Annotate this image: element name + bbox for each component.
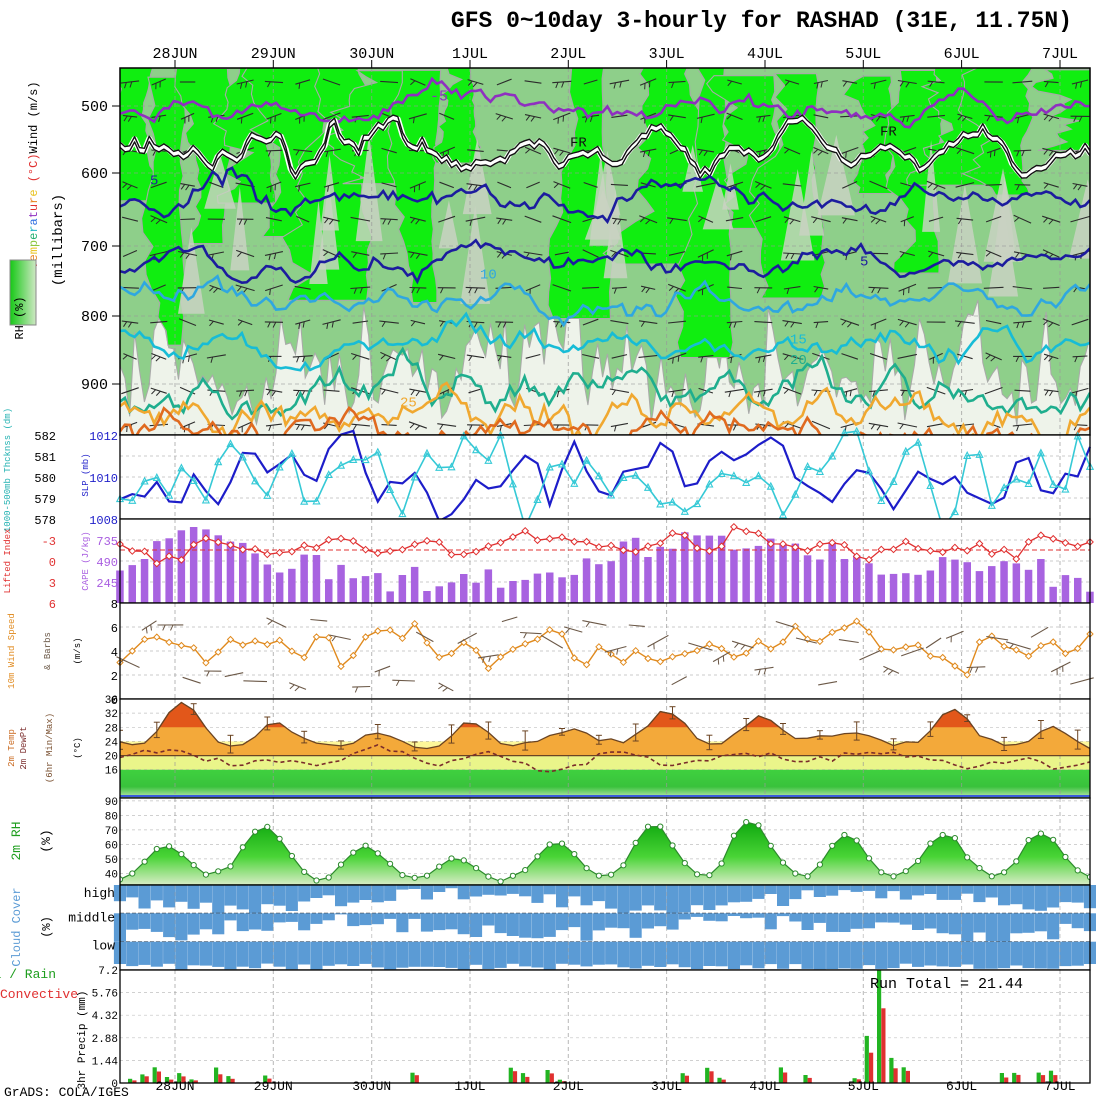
svg-text:5.76: 5.76 xyxy=(92,989,118,1001)
svg-text:2.88: 2.88 xyxy=(92,1034,118,1046)
svg-text:6: 6 xyxy=(111,622,118,636)
svg-text:-3: -3 xyxy=(42,535,56,549)
svg-text:5JUL: 5JUL xyxy=(848,1079,879,1094)
svg-text:5: 5 xyxy=(150,173,158,189)
svg-text:3hr Precip (mm): 3hr Precip (mm) xyxy=(77,990,89,1089)
svg-text:490: 490 xyxy=(96,556,118,570)
svg-text:580: 580 xyxy=(34,472,56,486)
svg-text:20: 20 xyxy=(790,353,807,369)
svg-text:8: 8 xyxy=(111,598,118,612)
svg-text:& Barbs: & Barbs xyxy=(43,632,53,670)
svg-text:high: high xyxy=(84,886,115,901)
svg-text:3: 3 xyxy=(49,577,56,591)
svg-text:(°C): (°C) xyxy=(73,737,83,759)
svg-text:32: 32 xyxy=(105,709,118,721)
svg-text:1.44: 1.44 xyxy=(92,1056,119,1068)
svg-text:2m DewPt: 2m DewPt xyxy=(19,726,29,769)
svg-text:CAPE (J/kg): CAPE (J/kg) xyxy=(81,531,91,590)
svg-text:4.32: 4.32 xyxy=(92,1011,118,1023)
svg-text:581: 581 xyxy=(34,451,56,465)
svg-text:(m/s): (m/s) xyxy=(73,637,83,664)
svg-text:600: 600 xyxy=(81,166,108,183)
svg-text:15: 15 xyxy=(790,333,807,349)
svg-text:7.2: 7.2 xyxy=(98,966,118,978)
svg-text:middle: middle xyxy=(68,910,115,925)
svg-text:70: 70 xyxy=(105,826,118,838)
svg-text:4JUL: 4JUL xyxy=(749,1079,780,1094)
svg-text:578: 578 xyxy=(34,514,56,528)
svg-text:20: 20 xyxy=(105,752,118,764)
svg-text:SLP (mb): SLP (mb) xyxy=(81,453,91,496)
svg-text:FR: FR xyxy=(880,125,897,141)
svg-text:700: 700 xyxy=(81,239,108,256)
svg-text:900: 900 xyxy=(81,377,108,394)
svg-text:2m RH: 2m RH xyxy=(9,821,24,860)
svg-text:800: 800 xyxy=(81,309,108,326)
svg-text:10: 10 xyxy=(480,267,497,283)
svg-text:6: 6 xyxy=(49,598,56,612)
svg-text:16: 16 xyxy=(105,766,118,778)
svg-text:90: 90 xyxy=(105,797,118,809)
svg-text:1000-500mb Thcknss (dm): 1000-500mb Thcknss (dm) xyxy=(3,408,13,532)
svg-text:(6hr Min/Max): (6hr Min/Max) xyxy=(45,713,55,783)
svg-text:3JUL: 3JUL xyxy=(651,1079,682,1094)
svg-text:30JUN: 30JUN xyxy=(352,1079,391,1094)
svg-text:(%): (%) xyxy=(39,829,54,852)
svg-text:GrADS: COLA/IGES: GrADS: COLA/IGES xyxy=(4,1085,129,1100)
svg-text:28: 28 xyxy=(105,723,118,735)
svg-text:Run Total = 21.44: Run Total = 21.44 xyxy=(870,976,1023,993)
svg-text:24: 24 xyxy=(105,737,119,749)
svg-text:6JUL: 6JUL xyxy=(946,1079,977,1094)
svg-text:1JUL: 1JUL xyxy=(454,1079,485,1094)
svg-text:25: 25 xyxy=(400,395,417,411)
svg-text:2JUL: 2JUL xyxy=(553,1079,584,1094)
svg-text:Convective: Convective xyxy=(0,987,78,1002)
svg-text:Cloud Cover: Cloud Cover xyxy=(10,887,24,966)
svg-text:1008: 1008 xyxy=(89,514,118,528)
svg-text:29JUN: 29JUN xyxy=(254,1079,293,1094)
svg-text:GFS 0~10day 3-hourly for RASHA: GFS 0~10day 3-hourly for RASHAD (31E, 11… xyxy=(451,8,1072,34)
svg-text:40: 40 xyxy=(105,869,118,881)
svg-text:2: 2 xyxy=(111,670,118,684)
svg-text:28JUN: 28JUN xyxy=(155,1079,194,1094)
svg-text:RH (%): RH (%) xyxy=(13,296,27,339)
svg-text:579: 579 xyxy=(34,493,56,507)
svg-text:FR: FR xyxy=(570,135,587,151)
svg-text:80: 80 xyxy=(105,811,118,823)
svg-text:0: 0 xyxy=(111,1079,118,1091)
svg-text:245: 245 xyxy=(96,577,118,591)
svg-text:7JUL: 7JUL xyxy=(1044,1079,1075,1094)
svg-text:1010: 1010 xyxy=(89,472,118,486)
svg-text:60: 60 xyxy=(105,840,118,852)
svg-text:735: 735 xyxy=(96,535,118,549)
svg-text:low: low xyxy=(92,939,116,954)
svg-text:Temperature (°C)Wind (m/s): Temperature (°C)Wind (m/s) xyxy=(27,81,41,268)
svg-text:-5: -5 xyxy=(430,89,448,106)
svg-text:Lifted Index: Lifted Index xyxy=(3,529,13,594)
svg-text:582: 582 xyxy=(34,430,56,444)
svg-text:500: 500 xyxy=(81,99,108,116)
svg-text:36: 36 xyxy=(105,695,118,707)
svg-text:5: 5 xyxy=(860,254,868,270)
svg-text:0: 0 xyxy=(49,556,56,570)
svg-text:(%): (%) xyxy=(40,916,54,938)
svg-text:10m Wind Speed: 10m Wind Speed xyxy=(7,613,17,689)
svg-text:tal / Rain: tal / Rain xyxy=(0,967,56,982)
svg-text:50: 50 xyxy=(105,855,118,867)
svg-text:1012: 1012 xyxy=(89,430,118,444)
svg-text:4: 4 xyxy=(111,646,118,660)
svg-text:2m Temp: 2m Temp xyxy=(7,729,17,767)
svg-text:(millibars): (millibars) xyxy=(51,194,67,286)
